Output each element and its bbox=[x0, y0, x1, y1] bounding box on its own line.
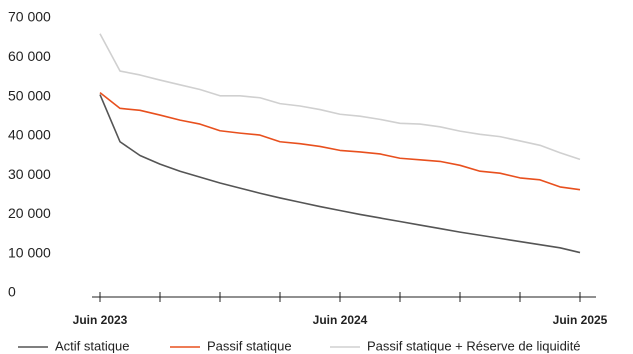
y-tick-label: 0 bbox=[8, 284, 16, 300]
series-line bbox=[99, 33, 581, 161]
series-line bbox=[99, 92, 581, 191]
y-tick-label: 40 000 bbox=[8, 127, 51, 143]
x-tick-label: Juin 2025 bbox=[553, 313, 608, 327]
y-tick-label: 30 000 bbox=[8, 166, 51, 182]
y-tick-label: 10 000 bbox=[8, 244, 51, 260]
y-tick-label: 20 000 bbox=[8, 205, 51, 221]
legend-label: Passif statique bbox=[207, 338, 292, 353]
legend-label: Actif statique bbox=[55, 338, 129, 353]
series-line bbox=[99, 94, 581, 254]
y-tick-label: 60 000 bbox=[8, 48, 51, 64]
y-tick-label: 70 000 bbox=[8, 9, 51, 25]
legend-label: Passif statique + Réserve de liquidité bbox=[367, 338, 581, 353]
x-tick-label: Juin 2024 bbox=[313, 313, 368, 327]
x-tick-label: Juin 2023 bbox=[73, 313, 128, 327]
y-tick-label: 50 000 bbox=[8, 87, 51, 103]
